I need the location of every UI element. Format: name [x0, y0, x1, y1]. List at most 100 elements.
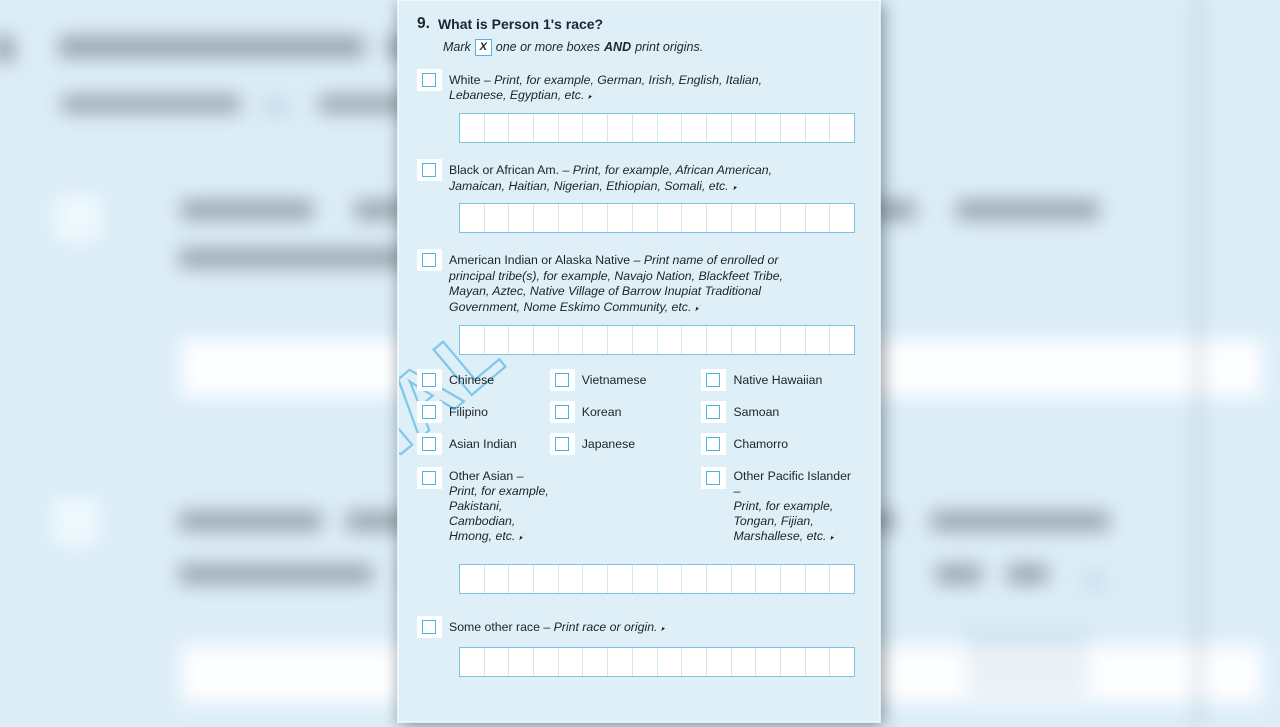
answer-cell[interactable]: [806, 114, 831, 143]
answer-grid-black[interactable]: [459, 203, 855, 234]
option-some-other-race[interactable]: Some other race – Print race or origin.: [417, 615, 861, 638]
answer-grid-asian-pacific[interactable]: [459, 563, 855, 594]
option-vietnamese[interactable]: Vietnamese: [549, 368, 702, 391]
checkbox-american-indian-or-alaska-native[interactable]: [422, 253, 436, 268]
answer-cell[interactable]: [658, 204, 683, 233]
answer-cell[interactable]: [781, 114, 806, 143]
answer-cell[interactable]: [559, 204, 584, 233]
answer-cell[interactable]: [460, 114, 485, 143]
answer-cell[interactable]: [830, 648, 854, 676]
answer-cell[interactable]: [608, 647, 633, 676]
answer-cell[interactable]: [608, 204, 633, 233]
answer-cell[interactable]: [485, 114, 510, 143]
answer-cell[interactable]: [509, 204, 535, 233]
answer-cell[interactable]: [830, 114, 854, 142]
answer-cell[interactable]: [707, 325, 732, 354]
checkbox-samoan-wrap[interactable]: [701, 400, 727, 423]
checkbox-chinese[interactable]: [422, 372, 436, 387]
answer-cell[interactable]: [732, 114, 757, 143]
answer-cell[interactable]: [509, 647, 535, 676]
checkbox-other-asian-wrap[interactable]: [417, 466, 442, 489]
answer-cell[interactable]: [732, 325, 757, 354]
answer-cell[interactable]: [534, 564, 559, 593]
answer-cell[interactable]: [583, 325, 609, 354]
answer-cell[interactable]: [583, 564, 609, 593]
answer-cell[interactable]: [806, 647, 831, 676]
answer-cell[interactable]: [781, 204, 806, 233]
answer-cell[interactable]: [534, 647, 559, 676]
answer-cell[interactable]: [658, 325, 683, 354]
answer-cell[interactable]: [485, 564, 510, 593]
option-filipino[interactable]: Filipino: [417, 400, 550, 423]
answer-cell[interactable]: [583, 204, 609, 233]
answer-cell[interactable]: [830, 565, 854, 593]
answer-cell[interactable]: [756, 325, 781, 354]
option-american-indian-or-alaska-native[interactable]: American Indian or Alaska Native – Print…: [417, 249, 861, 315]
checkbox-white[interactable]: [422, 72, 436, 87]
answer-cell[interactable]: [707, 114, 732, 143]
answer-cell[interactable]: [608, 114, 633, 143]
answer-cell[interactable]: [806, 204, 831, 233]
answer-cell[interactable]: [781, 564, 806, 593]
checkbox-asian-indian[interactable]: [422, 436, 436, 451]
option-asian-indian[interactable]: Asian Indian: [417, 432, 550, 455]
answer-cell[interactable]: [460, 325, 485, 354]
answer-cell[interactable]: [682, 647, 707, 676]
answer-cell[interactable]: [707, 204, 732, 233]
checkbox-some-other-race[interactable]: [422, 619, 436, 634]
answer-cell[interactable]: [633, 204, 658, 233]
answer-cell[interactable]: [509, 564, 535, 593]
answer-cell[interactable]: [583, 647, 609, 676]
answer-cell[interactable]: [460, 647, 485, 676]
answer-cell[interactable]: [658, 564, 683, 593]
option-chinese[interactable]: Chinese: [417, 368, 550, 391]
answer-cell[interactable]: [732, 564, 757, 593]
checkbox-black-wrap[interactable]: [417, 159, 442, 182]
answer-cell[interactable]: [633, 647, 658, 676]
answer-cell[interactable]: [682, 204, 707, 233]
answer-cell[interactable]: [707, 647, 732, 676]
option-native-hawaiian[interactable]: Native Hawaiian: [701, 368, 861, 391]
checkbox-other-pacific-islander-wrap[interactable]: [701, 466, 727, 489]
answer-cell[interactable]: [534, 114, 559, 143]
answer-grid-some-other-race[interactable]: [459, 646, 855, 677]
answer-cell[interactable]: [830, 326, 854, 354]
option-other-pacific-islander[interactable]: Other Pacific Islander – Print, for exam…: [701, 466, 861, 544]
answer-cell[interactable]: [756, 647, 781, 676]
answer-cell[interactable]: [534, 325, 559, 354]
answer-cell[interactable]: [732, 647, 757, 676]
answer-cell[interactable]: [756, 114, 781, 143]
checkbox-some-other-race-wrap[interactable]: [417, 615, 442, 638]
checkbox-other-pacific-islander[interactable]: [706, 470, 721, 485]
option-black-or-african-am[interactable]: Black or African Am. – Print, for exampl…: [417, 159, 861, 194]
answer-cell[interactable]: [806, 564, 831, 593]
answer-cell[interactable]: [460, 204, 485, 233]
answer-cell[interactable]: [608, 564, 633, 593]
answer-cell[interactable]: [608, 325, 633, 354]
option-korean[interactable]: Korean: [549, 400, 702, 423]
option-chamorro[interactable]: Chamorro: [701, 432, 861, 455]
checkbox-white-wrap[interactable]: [417, 68, 442, 91]
answer-cell[interactable]: [559, 114, 584, 143]
answer-cell[interactable]: [633, 114, 658, 143]
option-other-asian[interactable]: Other Asian – Print, for example, Pakist…: [417, 466, 550, 544]
answer-cell[interactable]: [485, 325, 510, 354]
checkbox-samoan[interactable]: [706, 404, 721, 419]
answer-cell[interactable]: [509, 114, 535, 143]
answer-cell[interactable]: [460, 564, 485, 593]
answer-cell[interactable]: [633, 325, 658, 354]
answer-grid-aian[interactable]: [459, 324, 855, 355]
answer-cell[interactable]: [485, 204, 510, 233]
answer-cell[interactable]: [732, 204, 757, 233]
answer-cell[interactable]: [485, 647, 510, 676]
checkbox-other-asian[interactable]: [422, 470, 436, 485]
checkbox-native-hawaiian-wrap[interactable]: [701, 368, 727, 391]
checkbox-vietnamese-wrap[interactable]: [549, 368, 575, 391]
checkbox-native-hawaiian[interactable]: [706, 372, 721, 387]
answer-cell[interactable]: [781, 647, 806, 676]
checkbox-black-or-african-am[interactable]: [422, 163, 436, 178]
option-japanese[interactable]: Japanese: [549, 432, 702, 455]
checkbox-aian-wrap[interactable]: [417, 249, 442, 272]
answer-cell[interactable]: [583, 114, 609, 143]
checkbox-chamorro[interactable]: [706, 436, 721, 451]
